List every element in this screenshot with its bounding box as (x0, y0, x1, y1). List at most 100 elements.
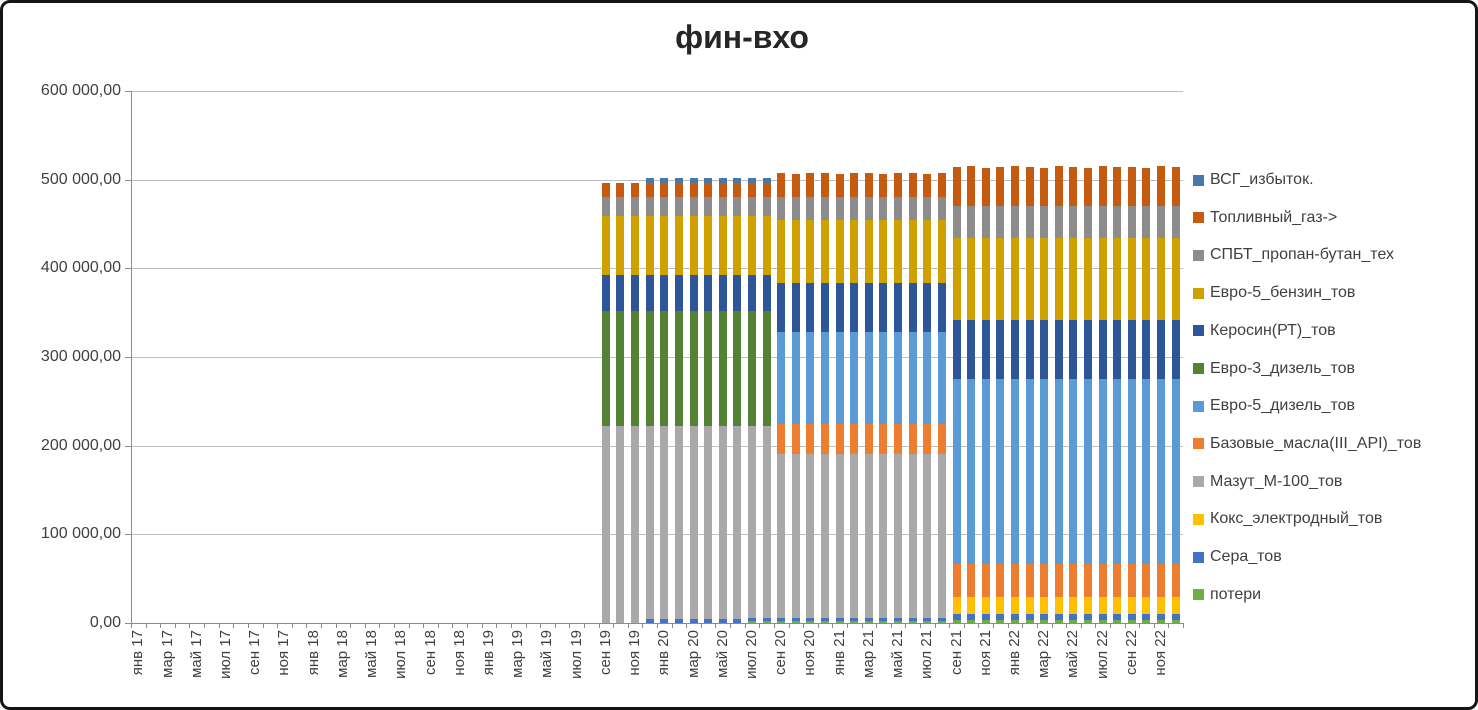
bar-segment (894, 621, 903, 623)
x-axis-tick (890, 623, 892, 628)
bar-segment (1040, 597, 1049, 615)
bar-segment (996, 238, 1005, 320)
x-axis-tick (174, 623, 176, 628)
bar-segment (660, 196, 669, 216)
y-tick-label: 600 000,00 (40, 82, 121, 99)
bar-segment (1142, 206, 1151, 239)
bar-segment (704, 426, 713, 620)
bar-segment (1010, 238, 1019, 320)
x-axis-tick (1080, 623, 1082, 628)
x-axis-tick (773, 623, 775, 628)
y-axis-tick (125, 534, 131, 536)
bar-segment (1142, 614, 1151, 620)
legend-item: СПБТ_пропан-бутан_тех (1193, 246, 1394, 264)
bar-segment (616, 183, 625, 197)
bar-segment (835, 332, 844, 425)
bar-segment (1127, 238, 1136, 320)
bar-segment (879, 196, 888, 220)
bar-segment (981, 238, 990, 320)
bar-segment (1025, 564, 1034, 598)
bar-segment (806, 453, 815, 618)
bar-segment (996, 564, 1005, 598)
bar-segment (1171, 619, 1180, 623)
bar-segment (937, 424, 946, 454)
bar-segment (1157, 379, 1166, 565)
bar-segment (1142, 564, 1151, 598)
bar-segment (806, 219, 815, 284)
bar-segment (1010, 564, 1019, 598)
bar-segment (1098, 166, 1107, 207)
bar-segment (879, 283, 888, 333)
bar-segment (1127, 619, 1136, 623)
y-axis-tick (125, 357, 131, 358)
x-tick-label: ноя 19 (626, 630, 644, 676)
x-axis-tick (262, 623, 264, 628)
bar-segment (1054, 619, 1063, 623)
bar-segment (601, 183, 610, 197)
bar-segment (967, 166, 976, 207)
bar-segment (1142, 619, 1151, 623)
bar-segment (1142, 168, 1151, 207)
bar-segment (1040, 238, 1049, 320)
bar-segment (1113, 619, 1122, 623)
x-axis-tick (145, 623, 147, 628)
bar-segment (967, 206, 976, 239)
bar-segment (923, 174, 932, 197)
x-axis-tick (978, 623, 980, 628)
x-axis-tick (700, 623, 702, 628)
bar-segment (937, 196, 946, 220)
bar-segment (894, 617, 903, 622)
bar-segment (791, 174, 800, 197)
bar-segment (1157, 619, 1166, 623)
bar-segment (704, 310, 713, 427)
bar-segment (864, 617, 873, 622)
x-axis-tick (423, 623, 425, 628)
bar-segment (631, 310, 640, 427)
bar-segment (733, 196, 742, 216)
bar-segment (1127, 564, 1136, 598)
bar-segment (762, 196, 771, 216)
bar-segment (616, 216, 625, 276)
bar-segment (718, 183, 727, 197)
legend-swatch (1193, 174, 1204, 186)
legend-item: Мазут_М-100_тов (1193, 473, 1342, 491)
bar-segment (1157, 597, 1166, 615)
bar-segment (747, 177, 756, 184)
bar-segment (821, 196, 830, 220)
bar-segment (660, 426, 669, 620)
bar-segment (1084, 614, 1093, 620)
legend-swatch (1193, 400, 1204, 412)
bar-segment (821, 219, 830, 284)
bar-segment (733, 426, 742, 620)
bar-segment (806, 617, 815, 622)
bar-segment (689, 275, 698, 311)
bar-segment (864, 332, 873, 425)
legend-swatch (1193, 249, 1204, 261)
bar-segment (981, 379, 990, 565)
x-tick-label: ноя 18 (450, 630, 468, 676)
x-tick-label: май 18 (363, 630, 381, 678)
bar-segment (937, 172, 946, 197)
chart-title: фин-вхо (675, 19, 809, 55)
legend-label: Базовые_масла(III_API)_тов (1210, 434, 1422, 452)
legend-swatch (1193, 212, 1204, 224)
legend-label: Евро-3_дизель_тов (1210, 359, 1356, 377)
bar-segment (631, 183, 640, 197)
bar-segment (894, 424, 903, 454)
bar-segment (1040, 379, 1049, 565)
x-axis-tick (817, 623, 819, 628)
legend-item: Евро-5_бензин_тов (1193, 284, 1355, 302)
bar-segment (777, 173, 786, 197)
legend-item: Базовые_масла(III_API)_тов (1193, 435, 1421, 453)
x-axis-tick (1036, 623, 1038, 628)
x-axis-tick (598, 623, 600, 628)
bar-segment (806, 196, 815, 220)
x-tick-label: янв 18 (304, 630, 322, 676)
bar-segment (908, 621, 917, 623)
bar-segment (1010, 166, 1019, 207)
bar-segment (1054, 614, 1063, 620)
bar-segment (821, 424, 830, 454)
bar-segment (967, 597, 976, 615)
bar-segment (835, 174, 844, 197)
bar-segment (908, 424, 917, 454)
